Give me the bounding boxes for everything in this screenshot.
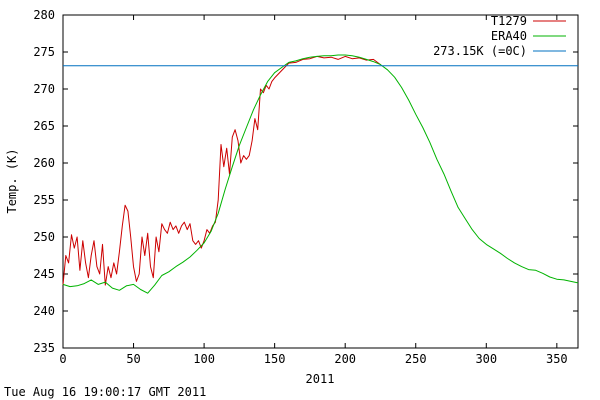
x-tick-label: 350 xyxy=(546,352,568,366)
y-tick-label: 255 xyxy=(33,193,55,207)
y-tick-label: 240 xyxy=(33,304,55,318)
y-tick-label: 260 xyxy=(33,156,55,170)
x-tick-label: 150 xyxy=(264,352,286,366)
y-axis-label: Temp. (K) xyxy=(5,148,19,213)
y-tick-label: 235 xyxy=(33,341,55,355)
x-tick-label: 200 xyxy=(334,352,356,366)
legend-label: T1279 xyxy=(491,14,527,28)
series-line-t1279 xyxy=(62,55,381,286)
y-tick-label: 280 xyxy=(33,8,55,22)
x-tick-label: 300 xyxy=(475,352,497,366)
x-tick-label: 0 xyxy=(59,352,66,366)
series-line-era40 xyxy=(62,54,579,294)
x-axis-label: 2011 xyxy=(306,372,335,386)
y-tick-label: 250 xyxy=(33,230,55,244)
legend-label: ERA40 xyxy=(491,29,527,43)
series-layer xyxy=(62,54,579,294)
y-tick-label: 270 xyxy=(33,82,55,96)
x-tick-label: 50 xyxy=(126,352,140,366)
legend-label: 273.15K (=0C) xyxy=(433,44,527,58)
ticks-layer: 0 50 100 150 200 250 300 350 235 240 245 250 255 260 2… xyxy=(33,8,578,366)
footer-timestamp: Tue Aug 16 19:00:17 GMT 2011 xyxy=(4,385,207,399)
x-tick-label: 250 xyxy=(405,352,427,366)
x-tick-label: 100 xyxy=(193,352,215,366)
y-tick-label: 245 xyxy=(33,267,55,281)
y-tick-label: 265 xyxy=(33,119,55,133)
plot-area-border xyxy=(62,14,579,349)
y-tick-label: 275 xyxy=(33,45,55,59)
